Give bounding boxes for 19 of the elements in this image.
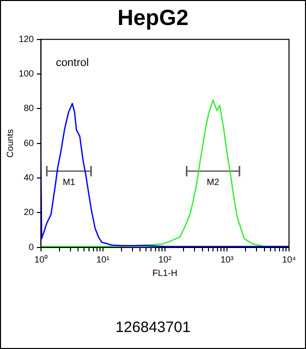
- series-label: M2: [206, 177, 220, 188]
- annotation: control: [56, 56, 89, 69]
- series-label: M1: [62, 177, 76, 188]
- y-tick-label: 120: [18, 34, 34, 44]
- y-tick-label: 0: [28, 242, 34, 252]
- y-tick-label: 60: [24, 138, 34, 148]
- x-axis-title: FL1-H: [152, 268, 178, 278]
- y-tick-label: 80: [24, 103, 34, 114]
- x-tick-label: 10¹: [96, 254, 110, 264]
- x-tick-label: 10³: [220, 254, 234, 264]
- chart-title: HepG2: [116, 5, 190, 31]
- y-tick-label: 100: [18, 68, 34, 79]
- x-tick-label: 10⁰: [34, 254, 48, 264]
- y-axis-title: Counts: [4, 128, 15, 158]
- x-tick-label: 10²: [158, 254, 172, 264]
- y-tick-label: 20: [24, 207, 34, 218]
- y-tick-label: 40: [24, 172, 34, 183]
- x-tick-label: 10⁴: [282, 254, 296, 264]
- text: 126843701: [114, 319, 192, 336]
